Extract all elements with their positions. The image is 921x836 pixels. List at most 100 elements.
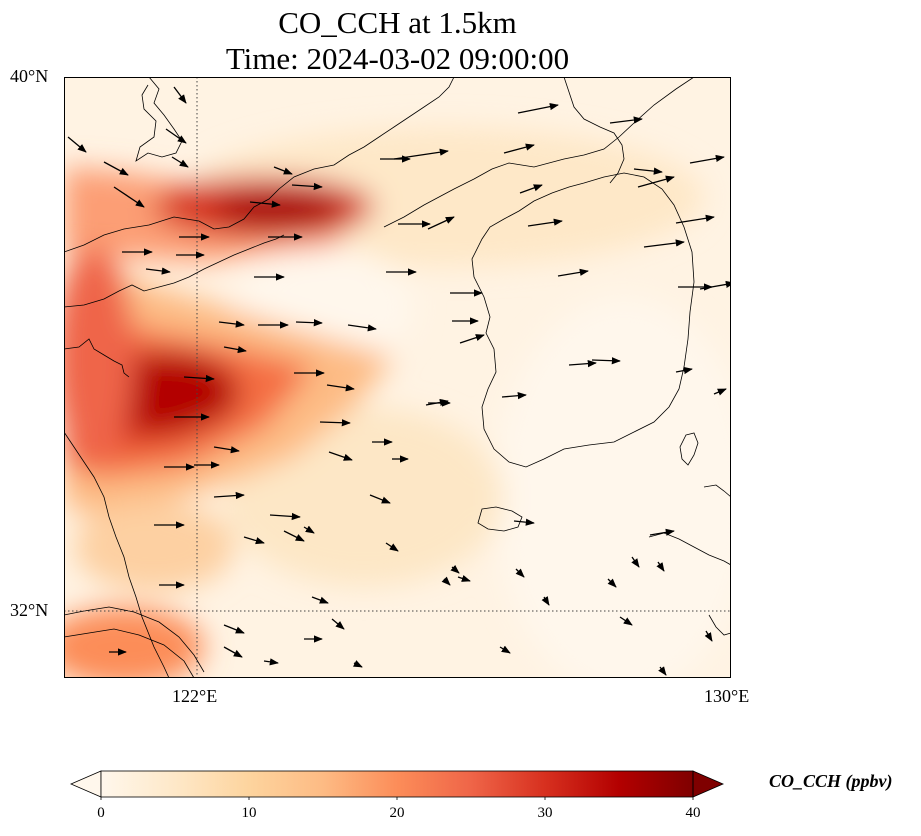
wind-arrow — [541, 596, 550, 606]
shandong-north — [64, 234, 285, 308]
wind-arrow — [273, 166, 293, 175]
wind-arrow — [513, 518, 535, 526]
colorbar-tick-10: 10 — [241, 805, 257, 821]
wind-arrow — [269, 512, 301, 521]
wind-arrow — [619, 616, 633, 626]
colorbar-extend-high — [692, 770, 725, 798]
wind-arrow — [213, 446, 240, 454]
wind-arrow — [328, 451, 353, 461]
wind-arrow — [385, 542, 399, 552]
wind-arrow — [658, 666, 667, 676]
wind-arrow — [213, 491, 245, 500]
wind-arrow — [311, 596, 329, 604]
wind-arrow — [649, 528, 675, 536]
wind-arrow — [393, 148, 449, 160]
wind-arrow — [369, 494, 391, 504]
wind-arrow — [263, 658, 279, 666]
wind-arrow — [713, 388, 727, 396]
wind-arrow — [517, 103, 559, 114]
lon-label-130e: 130°E — [704, 686, 750, 706]
wind-arrow — [249, 200, 281, 208]
jiangsu-coast — [64, 431, 170, 678]
wind-arrow — [425, 398, 449, 407]
wind-arrow — [675, 366, 693, 375]
plot-title: CO_CCH at 1.5km — [278, 5, 517, 40]
wind-arrow — [243, 536, 265, 545]
wind-arrow — [113, 186, 145, 208]
wind-arrow — [519, 184, 543, 194]
wind-arrow — [326, 384, 355, 392]
tsushima-island — [679, 432, 699, 466]
wind-arrow — [427, 216, 455, 230]
colorbar-tick-20: 20 — [389, 805, 405, 821]
wind-arrow — [699, 280, 731, 290]
wind-arrow — [291, 182, 323, 191]
wind-arrow — [643, 239, 685, 248]
wind-arrow — [689, 154, 725, 164]
colorbar-tick-0: 0 — [97, 805, 105, 821]
wind-arrow — [353, 660, 363, 668]
wind-arrow — [223, 624, 245, 634]
wind-arrow — [165, 128, 187, 144]
colorbar — [70, 770, 725, 800]
plot-time-subtitle: Time: 2024-03-02 09:00:00 — [225, 41, 570, 76]
wind-arrow — [347, 324, 377, 332]
wind-arrow — [319, 419, 351, 427]
wind-arrow — [607, 578, 617, 588]
coastlines — [64, 77, 731, 678]
wind-arrow — [173, 86, 187, 104]
wind-arrow — [527, 218, 563, 227]
bohai-coast — [135, 77, 183, 162]
kyushu-coast — [703, 484, 731, 498]
map-frame — [64, 77, 731, 678]
yangtze-south — [64, 628, 195, 678]
wind-arrow — [704, 630, 713, 642]
wind-arrow — [631, 556, 640, 568]
wind-arrow — [656, 561, 665, 572]
wind-arrow — [591, 357, 621, 365]
china-coast-north — [64, 77, 455, 253]
wind-arrow — [67, 136, 87, 153]
korean-peninsula — [471, 172, 695, 468]
wind-arrow — [441, 576, 451, 586]
wind-arrow — [675, 214, 715, 224]
colorbar-gradient — [101, 771, 693, 797]
kyushu-south — [708, 614, 731, 636]
wind-arrow — [568, 359, 597, 368]
wind-arrow — [218, 320, 245, 328]
lat-label-32n: 32°N — [10, 600, 49, 620]
wind-arrow — [450, 564, 460, 574]
wind-arrow — [609, 116, 643, 124]
wind-arrow — [515, 568, 525, 578]
shandong-south — [64, 338, 130, 378]
wind-arrow — [183, 374, 215, 383]
lon-label-122e: 122°E — [172, 686, 218, 706]
wind-arrow — [223, 646, 243, 658]
wind-arrow — [457, 574, 471, 582]
wind-arrow — [499, 645, 511, 654]
wind-arrow — [501, 392, 527, 400]
jeju-island — [477, 506, 523, 532]
wind-arrow — [295, 319, 323, 327]
wind-vectors — [67, 86, 731, 676]
colorbar-label: CO_CCH (ppbv) — [769, 771, 893, 791]
wind-arrow — [633, 167, 663, 175]
colorbar-extend-low — [70, 770, 102, 798]
wind-arrow — [637, 175, 675, 188]
wind-arrow — [223, 345, 247, 354]
wind-arrow — [171, 156, 189, 168]
wind-arrow — [557, 268, 589, 277]
colorbar-tick-40: 40 — [685, 805, 701, 821]
wind-arrow — [503, 143, 535, 154]
colorbar-tick-30: 30 — [537, 805, 553, 821]
wind-arrow — [331, 618, 345, 630]
wind-arrow — [459, 334, 485, 344]
wind-arrow — [145, 267, 171, 275]
wind-arrow — [103, 161, 129, 176]
wind-arrow — [283, 530, 305, 542]
yangtze-north — [64, 606, 205, 673]
wind-arrow — [303, 525, 315, 534]
map-plot — [64, 77, 731, 678]
lat-label-40n: 40°N — [10, 66, 49, 86]
yalu-region — [563, 77, 625, 184]
